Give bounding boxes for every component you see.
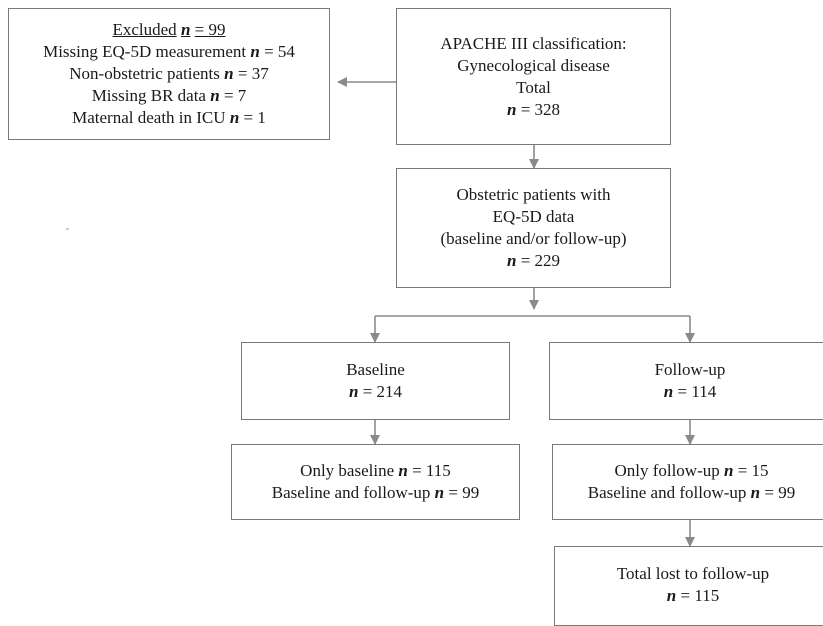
followup-title: Follow-up xyxy=(654,360,726,379)
baseline-box: Baseline n = 214 xyxy=(241,342,510,420)
excluded-value: = 37 xyxy=(237,64,269,83)
n-symbol: n xyxy=(180,20,191,39)
obstetric-count-line: n = 229 xyxy=(507,250,560,272)
n-symbol: n xyxy=(398,461,408,480)
obstetric-line-3: (baseline and/or follow-up) xyxy=(440,229,627,248)
excluded-value: = 1 xyxy=(243,108,266,127)
obstetric-line-2: EQ-5D data xyxy=(492,207,575,226)
excluded-row: Missing EQ-5D measurement n = 54 xyxy=(43,41,295,63)
baseline-split-box: Only baseline n = 115 Baseline and follo… xyxy=(231,444,520,520)
baseline-split-row-1: Only baseline n = 115 xyxy=(300,460,451,482)
followup-split-box: Only follow-up n = 15 Baseline and follo… xyxy=(552,444,823,520)
apache-line-2: Gynecological disease xyxy=(457,55,610,75)
lost-title: Total lost to follow-up xyxy=(616,564,770,583)
excluded-row: Maternal death in ICU n = 1 xyxy=(72,107,266,129)
baseline-split-value: = 99 xyxy=(448,483,480,502)
followup-split-value: = 99 xyxy=(764,483,796,502)
baseline-split-label: Only baseline xyxy=(300,461,395,480)
baseline-split-value: = 115 xyxy=(412,461,451,480)
n-symbol: n xyxy=(434,483,445,502)
followup-box: Follow-up n = 114 xyxy=(549,342,823,420)
followup-split-label: Only follow-up xyxy=(614,461,720,480)
n-symbol: n xyxy=(750,483,761,502)
baseline-split-label: Baseline and follow-up xyxy=(271,483,431,502)
excluded-label: Maternal death in ICU xyxy=(72,108,226,127)
excluded-box: Excluded n = 99 Missing EQ-5D measuremen… xyxy=(8,8,330,140)
followup-split-row-2: Baseline and follow-up n = 99 xyxy=(588,482,795,504)
excluded-label: Missing EQ-5D measurement xyxy=(43,42,247,61)
followup-split-row-1: Only follow-up n = 15 xyxy=(614,460,768,482)
obstetric-box: Obstetric patients with EQ-5D data (base… xyxy=(396,168,671,288)
excluded-row: Missing BR data n = 7 xyxy=(92,85,247,107)
apache-line-3: Total xyxy=(516,77,551,97)
apache-line-1: APACHE III classification: xyxy=(440,33,627,53)
n-symbol: n xyxy=(348,382,359,401)
n-symbol: n xyxy=(663,382,674,401)
n-symbol: n xyxy=(250,42,260,61)
n-symbol: n xyxy=(723,461,734,480)
baseline-title: Baseline xyxy=(346,360,405,379)
excluded-title-line: Excluded n = 99 xyxy=(112,19,225,41)
followup-count: = 114 xyxy=(677,382,717,401)
followup-split-value: = 15 xyxy=(737,461,769,480)
baseline-count-line: n = 214 xyxy=(349,381,402,403)
excluded-row: Non-obstetric patients n = 37 xyxy=(69,63,268,85)
followup-count-line: n = 114 xyxy=(664,381,716,403)
lost-count-line: n = 115 xyxy=(667,585,719,607)
excluded-total: = 99 xyxy=(194,20,226,39)
apache-box: APACHE III classification: Gynecological… xyxy=(396,8,671,145)
excluded-label: Non-obstetric patients xyxy=(69,64,220,83)
lost-count: = 115 xyxy=(680,586,720,605)
obstetric-line-1: Obstetric patients with xyxy=(456,185,611,204)
speck xyxy=(66,228,69,230)
n-symbol: n xyxy=(224,64,234,83)
apache-count: = 328 xyxy=(520,99,561,119)
apache-count-line: n = 328 xyxy=(507,99,560,121)
n-symbol: n xyxy=(506,251,517,270)
followup-split-label: Baseline and follow-up xyxy=(587,483,747,502)
lost-box: Total lost to follow-up n = 115 xyxy=(554,546,823,626)
n-symbol: n xyxy=(506,99,517,119)
excluded-label: Missing BR data xyxy=(91,86,206,105)
n-symbol: n xyxy=(210,86,220,105)
obstetric-count: = 229 xyxy=(520,251,561,270)
excluded-value: = 7 xyxy=(223,86,247,105)
excluded-value: = 54 xyxy=(264,42,295,61)
n-symbol: n xyxy=(666,586,677,605)
baseline-split-row-2: Baseline and follow-up n = 99 xyxy=(272,482,479,504)
n-symbol: n xyxy=(229,108,240,127)
excluded-title: Excluded xyxy=(112,20,177,39)
baseline-count: = 214 xyxy=(362,382,403,401)
